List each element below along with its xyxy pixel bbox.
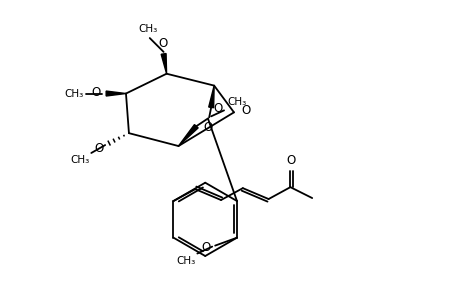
Text: O: O [203, 121, 213, 134]
Polygon shape [161, 53, 166, 74]
Text: O: O [201, 241, 210, 254]
Text: O: O [286, 154, 295, 167]
Polygon shape [178, 124, 198, 146]
Polygon shape [106, 91, 126, 96]
Text: CH₃: CH₃ [138, 24, 157, 34]
Text: CH₃: CH₃ [227, 98, 246, 107]
Text: O: O [91, 86, 100, 99]
Text: methyl: methyl [0, 299, 1, 300]
Text: O: O [94, 142, 103, 154]
Text: O: O [157, 37, 167, 50]
Text: O: O [213, 102, 222, 115]
Text: CH₃: CH₃ [64, 88, 83, 98]
Text: CH₃: CH₃ [176, 256, 195, 266]
Text: CH₃: CH₃ [70, 155, 89, 165]
Polygon shape [208, 85, 214, 108]
Text: O: O [241, 104, 250, 117]
